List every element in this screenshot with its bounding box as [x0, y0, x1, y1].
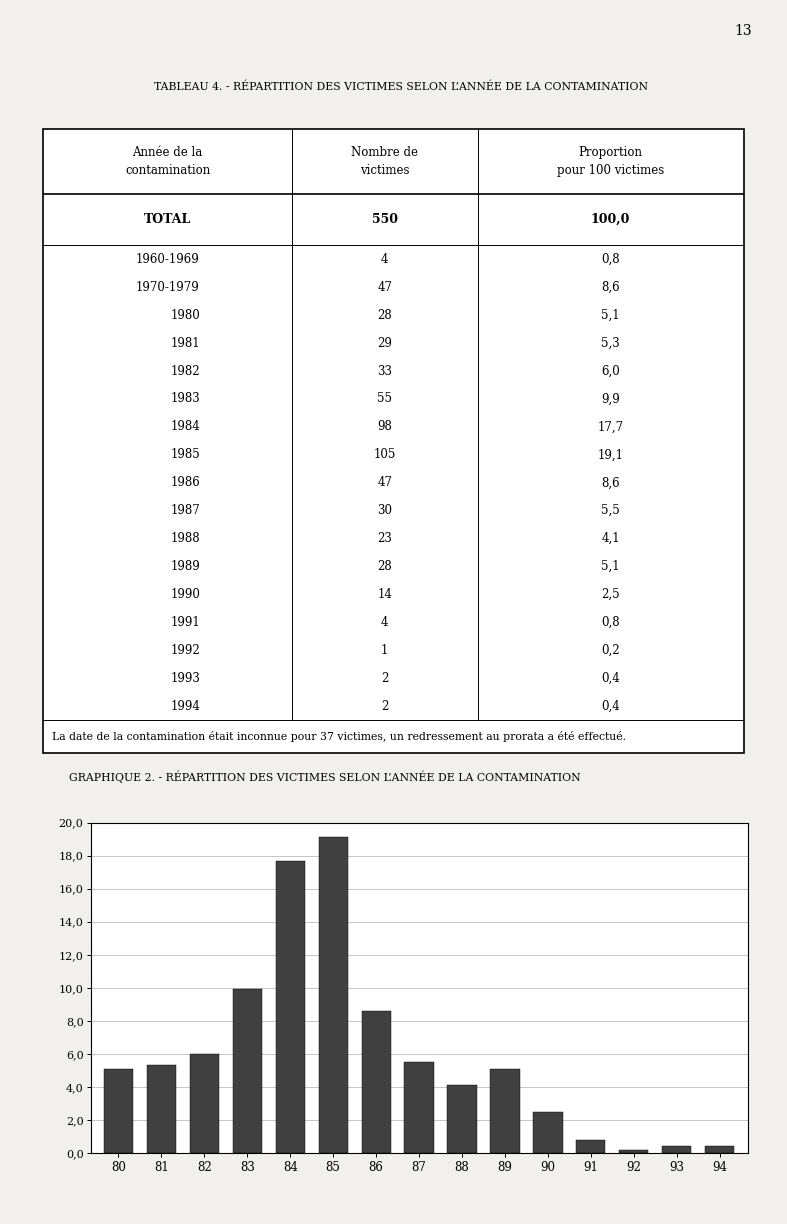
- Text: Proportion
pour 100 victimes: Proportion pour 100 victimes: [557, 146, 664, 176]
- Bar: [146, 1065, 176, 1153]
- Text: 5,1: 5,1: [601, 308, 620, 322]
- Text: 2: 2: [381, 700, 389, 712]
- Text: 105: 105: [374, 448, 396, 461]
- Bar: [619, 1149, 648, 1153]
- Text: 1982: 1982: [170, 365, 200, 377]
- Text: 4: 4: [381, 252, 389, 266]
- Text: 550: 550: [371, 213, 397, 226]
- Text: 1989: 1989: [170, 561, 200, 573]
- Text: 1991: 1991: [170, 616, 200, 629]
- Text: 47: 47: [377, 280, 392, 294]
- Text: 1980: 1980: [170, 308, 200, 322]
- Text: 6,0: 6,0: [601, 365, 620, 377]
- Text: TABLEAU 4. - RÉPARTITION DES VICTIMES SELON L’ANNÉE DE LA CONTAMINATION: TABLEAU 4. - RÉPARTITION DES VICTIMES SE…: [154, 82, 648, 92]
- Text: 0,4: 0,4: [601, 672, 620, 685]
- Text: 1983: 1983: [170, 393, 200, 405]
- Text: 4,1: 4,1: [601, 532, 620, 545]
- Text: 1: 1: [381, 644, 389, 657]
- Text: 1992: 1992: [170, 644, 200, 657]
- Text: 1970-1979: 1970-1979: [135, 280, 199, 294]
- Text: 1993: 1993: [170, 672, 200, 685]
- Bar: [576, 1140, 605, 1153]
- Text: 5,1: 5,1: [601, 561, 620, 573]
- Text: 100,0: 100,0: [591, 213, 630, 226]
- Bar: [662, 1147, 692, 1153]
- Text: 0,8: 0,8: [601, 252, 620, 266]
- Text: 5,5: 5,5: [601, 504, 620, 518]
- Text: 8,6: 8,6: [601, 280, 620, 294]
- Bar: [448, 1086, 477, 1153]
- Text: 1984: 1984: [170, 420, 200, 433]
- Bar: [490, 1069, 519, 1153]
- Text: 2,5: 2,5: [601, 588, 620, 601]
- Text: 8,6: 8,6: [601, 476, 620, 490]
- Text: 55: 55: [377, 393, 392, 405]
- Text: 30: 30: [377, 504, 392, 518]
- Bar: [275, 860, 305, 1153]
- Text: 1988: 1988: [170, 532, 200, 545]
- Bar: [534, 1111, 563, 1153]
- Text: 0,8: 0,8: [601, 616, 620, 629]
- Text: 19,1: 19,1: [597, 448, 623, 461]
- Text: 47: 47: [377, 476, 392, 490]
- Text: TOTAL: TOTAL: [144, 213, 191, 226]
- Text: 98: 98: [377, 420, 392, 433]
- Text: 5,3: 5,3: [601, 337, 620, 350]
- Text: 1985: 1985: [170, 448, 200, 461]
- Text: 28: 28: [378, 561, 392, 573]
- Text: 28: 28: [378, 308, 392, 322]
- Text: 17,7: 17,7: [597, 420, 623, 433]
- Text: La date de la contamination était inconnue pour 37 victimes, un redressement au : La date de la contamination était inconn…: [52, 731, 626, 742]
- Text: 13: 13: [734, 23, 752, 38]
- Text: 0,4: 0,4: [601, 700, 620, 712]
- Text: 1986: 1986: [170, 476, 200, 490]
- Bar: [104, 1069, 133, 1153]
- Text: 23: 23: [377, 532, 392, 545]
- Text: GRAPHIQUE 2. - RÉPARTITION DES VICTIMES SELON L’ANNÉE DE LA CONTAMINATION: GRAPHIQUE 2. - RÉPARTITION DES VICTIMES …: [69, 771, 581, 783]
- Text: 1990: 1990: [170, 588, 200, 601]
- Text: 4: 4: [381, 616, 389, 629]
- Text: 2: 2: [381, 672, 389, 685]
- Text: 1987: 1987: [170, 504, 200, 518]
- Text: 1981: 1981: [170, 337, 200, 350]
- Bar: [405, 1062, 434, 1153]
- Bar: [319, 837, 348, 1153]
- Text: 1994: 1994: [170, 700, 200, 712]
- Bar: [361, 1011, 390, 1153]
- Text: Année de la
contamination: Année de la contamination: [125, 146, 210, 176]
- Text: 1960-1969: 1960-1969: [135, 252, 199, 266]
- Text: 33: 33: [377, 365, 392, 377]
- Bar: [190, 1054, 219, 1153]
- Text: Nombre de
victimes: Nombre de victimes: [351, 146, 418, 176]
- Text: 14: 14: [377, 588, 392, 601]
- Text: 29: 29: [377, 337, 392, 350]
- Bar: [705, 1147, 734, 1153]
- Text: 9,9: 9,9: [601, 393, 620, 405]
- Bar: [233, 989, 262, 1153]
- Text: 0,2: 0,2: [601, 644, 620, 657]
